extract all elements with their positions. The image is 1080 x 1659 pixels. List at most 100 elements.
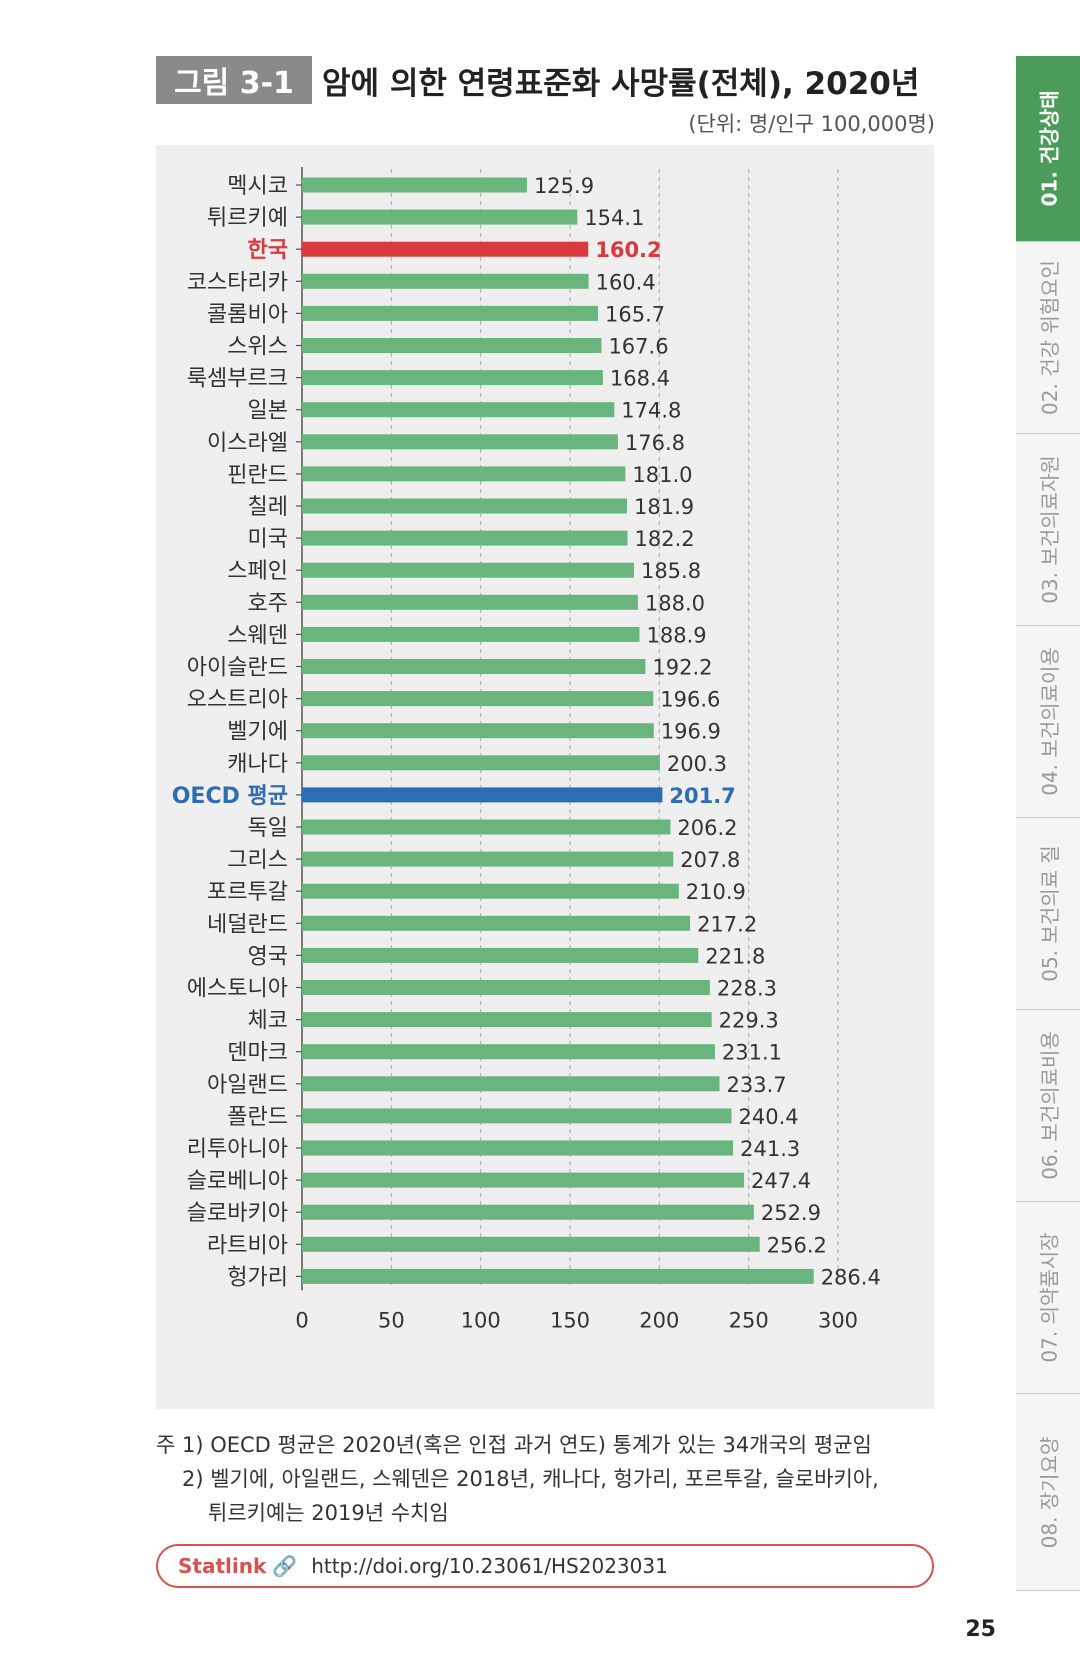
category-label: 폴란드 <box>227 1105 288 1130</box>
category-label: 리투아니아 <box>187 1137 288 1162</box>
bar <box>302 434 618 450</box>
unit-note: (단위: 명/인구 100,000명) <box>688 112 935 136</box>
figure-title: 암에 의한 연령표준화 사망률(전체), 2020년 <box>322 66 920 102</box>
bar <box>302 594 638 610</box>
bar <box>302 1268 814 1284</box>
category-label: 일본 <box>248 399 288 424</box>
value-label: 241.3 <box>740 1137 800 1161</box>
category-label: 오스트리아 <box>187 688 288 713</box>
category-label: 칠레 <box>248 495 288 520</box>
value-label: 196.9 <box>661 720 721 744</box>
category-label: 체코 <box>248 1009 288 1034</box>
chapter-tab-07[interactable]: 07. 의약품시장 <box>1016 1202 1080 1394</box>
value-label: 176.8 <box>625 431 685 455</box>
bar <box>302 626 640 642</box>
value-label: 181.9 <box>634 495 694 519</box>
value-label: 167.6 <box>608 335 668 359</box>
statlink-url[interactable]: http://doi.org/10.23061/HS2023031 <box>311 1554 668 1578</box>
bar <box>302 1236 760 1252</box>
category-label: 한국 <box>248 238 288 263</box>
bar <box>302 338 602 353</box>
bar <box>302 755 660 771</box>
bar <box>302 723 654 739</box>
bar <box>302 498 627 514</box>
x-tick-label: 150 <box>550 1308 590 1332</box>
chapter-tab-02[interactable]: 02. 건강 위험요인 <box>1016 242 1080 434</box>
bar <box>302 466 626 482</box>
value-label: 154.1 <box>584 206 644 230</box>
bar <box>302 915 691 931</box>
value-label: 207.8 <box>680 848 740 872</box>
value-label: 168.4 <box>610 367 670 391</box>
value-label: 182.2 <box>635 527 695 551</box>
value-label: 200.3 <box>667 752 727 776</box>
bar <box>302 530 628 546</box>
value-label: 165.7 <box>605 302 665 326</box>
value-label: 231.1 <box>722 1041 782 1065</box>
category-label: 스위스 <box>227 335 288 360</box>
figure-label: 그림 3-1 <box>156 56 312 104</box>
footnote-1: 주 1) OECD 평균은 2020년(혹은 인접 과거 연도) 통계가 있는 … <box>156 1433 872 1457</box>
x-tick-label: 200 <box>639 1308 679 1332</box>
bar <box>302 305 599 321</box>
chapter-tab-08[interactable]: 08. 장기요양 <box>1016 1394 1080 1591</box>
bar <box>302 819 671 835</box>
category-label: 미국 <box>248 527 288 552</box>
value-label: 221.8 <box>705 944 765 968</box>
category-label: 네덜란드 <box>207 912 288 937</box>
value-label: 196.6 <box>660 688 720 712</box>
statlink-box[interactable]: Statlink 🔗 http://doi.org/10.23061/HS202… <box>156 1544 934 1588</box>
bar <box>302 883 679 899</box>
bar <box>302 1012 712 1028</box>
value-label: 160.4 <box>596 270 656 294</box>
category-label: 라트비아 <box>207 1233 288 1258</box>
chapter-tab-06[interactable]: 06. 보건의료비용 <box>1016 1010 1080 1202</box>
chapter-tabs: 01. 건강상태 02. 건강 위험요인 03. 보건의료자원 04. 보건의료… <box>1016 56 1080 1591</box>
chapter-tab-01[interactable]: 01. 건강상태 <box>1016 56 1080 242</box>
category-label: 룩셈부르크 <box>187 367 288 392</box>
x-tick-label: 300 <box>818 1308 858 1332</box>
value-label: 201.7 <box>669 784 735 808</box>
category-label: 포르투갈 <box>207 880 288 905</box>
footnote-3: 튀르키예는 2019년 수치임 <box>208 1501 449 1525</box>
x-tick-label: 0 <box>295 1308 308 1332</box>
value-label: 181.0 <box>632 463 692 487</box>
chapter-tab-03[interactable]: 03. 보건의료자원 <box>1016 434 1080 626</box>
value-label: 286.4 <box>821 1265 881 1289</box>
category-label: 그리스 <box>227 848 288 873</box>
category-label: 멕시코 <box>227 174 288 199</box>
value-label: 185.8 <box>641 559 701 583</box>
bar <box>302 1076 720 1092</box>
category-label: 덴마크 <box>227 1041 288 1066</box>
bar <box>302 851 674 867</box>
footnote-2: 2) 벨기에, 아일랜드, 스웨덴은 2018년, 캐나다, 헝가리, 포르투갈… <box>182 1467 879 1491</box>
category-label: 콜롬비아 <box>207 302 288 327</box>
bar <box>302 947 699 963</box>
bar <box>302 177 527 193</box>
category-label: 호주 <box>248 591 288 616</box>
bar <box>302 691 654 707</box>
bar <box>302 659 646 674</box>
value-label: 188.0 <box>645 591 705 615</box>
page-number: 25 <box>965 1617 996 1642</box>
category-label: OECD 평균 <box>172 784 288 809</box>
statlink-brand: Statlink <box>178 1554 267 1578</box>
value-label: 240.4 <box>739 1105 799 1129</box>
x-tick-label: 250 <box>729 1308 769 1332</box>
bar <box>302 1044 715 1060</box>
category-label: 이스라엘 <box>207 431 288 456</box>
bar <box>302 1140 734 1156</box>
footnotes: 주 1) OECD 평균은 2020년(혹은 인접 과거 연도) 통계가 있는 … <box>156 1428 946 1530</box>
category-label: 벨기에 <box>227 720 288 745</box>
bar-chart: 0 50 100 150 200 250 300 멕시코 125.9 튀르키예 154.1 한국 160… <box>172 167 881 1332</box>
value-label: 217.2 <box>697 912 757 936</box>
chapter-tab-04[interactable]: 04. 보건의료이용 <box>1016 626 1080 818</box>
value-label: 233.7 <box>727 1073 787 1097</box>
bar <box>302 1172 745 1188</box>
category-label: 아일랜드 <box>207 1073 288 1098</box>
link-icon: 🔗 <box>272 1554 298 1578</box>
chapter-tab-05[interactable]: 05. 보건의료 질 <box>1016 818 1080 1010</box>
x-tick-label: 50 <box>378 1308 405 1332</box>
category-label: 캐나다 <box>227 752 288 777</box>
bar <box>302 980 710 995</box>
